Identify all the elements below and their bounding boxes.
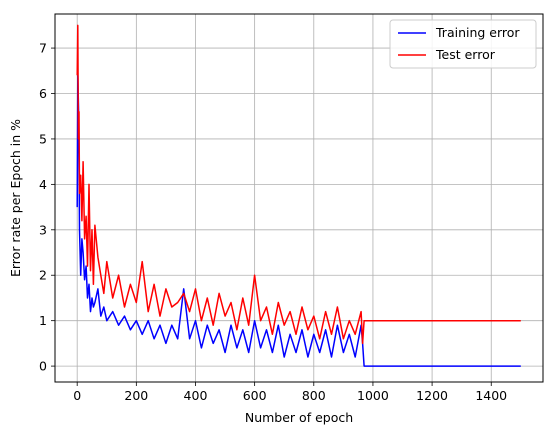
x-tick-label: 600 — [243, 388, 267, 403]
series-line-training-error — [76, 74, 521, 367]
series-line-test-error — [76, 24, 521, 345]
y-tick-label: 6 — [39, 86, 47, 101]
x-tick-label: 1000 — [357, 388, 389, 403]
x-axis-label: Number of epoch — [245, 410, 353, 425]
legend-label-test: Test error — [435, 47, 496, 62]
y-tick-label: 5 — [39, 131, 47, 146]
y-tick-label: 7 — [39, 41, 47, 56]
y-axis-ticks: 0 1 2 3 4 5 6 7 — [39, 41, 55, 374]
plot-frame — [54, 13, 544, 383]
x-tick-label: 400 — [184, 388, 208, 403]
x-tick-label: 1200 — [416, 388, 448, 403]
x-tick-label: 0 — [73, 388, 81, 403]
x-tick-label: 800 — [302, 388, 326, 403]
legend-label-training: Training error — [435, 25, 520, 40]
x-tick-label: 200 — [124, 388, 148, 403]
x-tick-label: 1400 — [475, 388, 507, 403]
y-tick-label: 4 — [39, 177, 47, 192]
y-tick-label: 3 — [39, 222, 47, 237]
x-axis-ticks: 0 200 400 600 800 1000 1200 1400 — [73, 382, 507, 403]
y-tick-label: 1 — [39, 313, 47, 328]
legend-box — [389, 19, 537, 69]
y-axis-label: Error rate per Epoch in % — [8, 119, 23, 277]
series-lines — [76, 24, 521, 367]
legend: Training error Test error — [389, 19, 537, 69]
y-tick-label: 0 — [39, 359, 47, 374]
y-tick-label: 2 — [39, 268, 47, 283]
